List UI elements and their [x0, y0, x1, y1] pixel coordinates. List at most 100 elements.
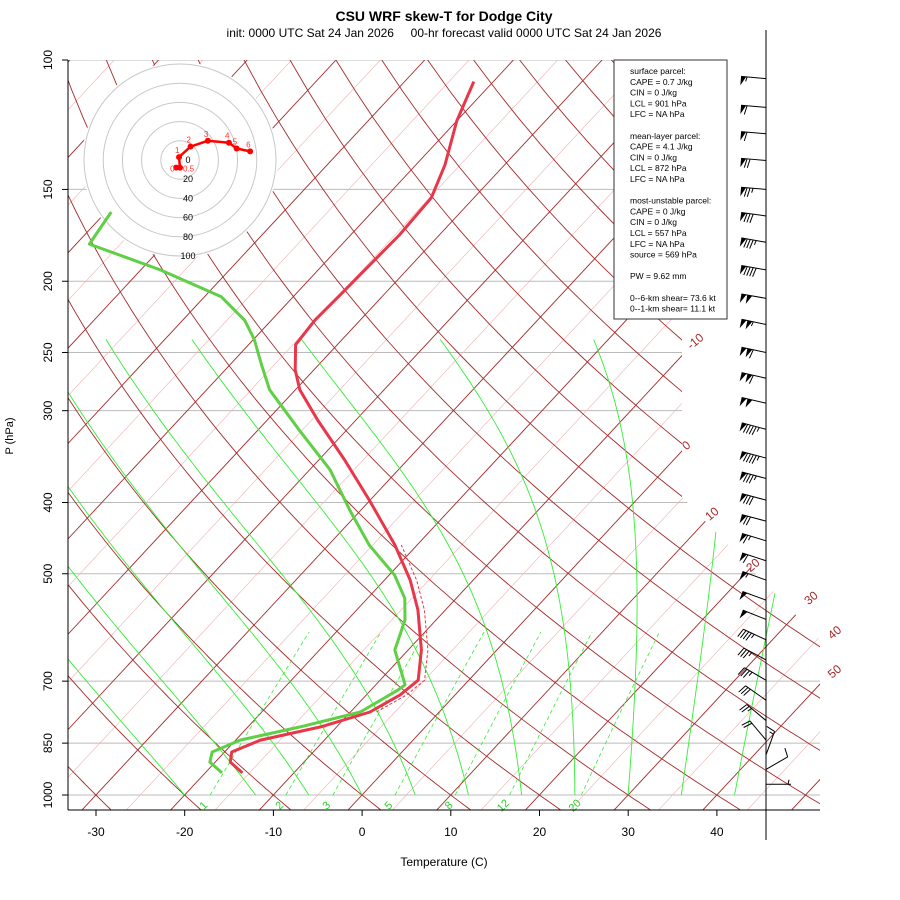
- moist-adiabat: [68, 339, 310, 796]
- dry-adiabat: [841, 60, 900, 811]
- barb-staff: [741, 493, 767, 501]
- info-line: LFC = NA hPa: [630, 239, 685, 249]
- barb-flag: [739, 265, 747, 275]
- barb-staff: [741, 237, 767, 243]
- info-line: LCL = 557 hPa: [630, 228, 687, 238]
- info-line: CAPE = 4.1 J/kg: [630, 142, 693, 152]
- mixing-ratio-line: [580, 631, 660, 796]
- wind-barb: [739, 318, 767, 330]
- moist-adiabat: [105, 339, 416, 796]
- hodograph-point: [204, 137, 211, 144]
- plot-grid: [68, 60, 900, 811]
- barb-full: [743, 266, 748, 276]
- info-line: PW = 9.62 mm: [630, 271, 686, 281]
- barb-staff: [741, 397, 767, 404]
- wind-barb: [739, 237, 767, 249]
- barb-half: [745, 573, 749, 578]
- info-line: LCL = 872 hPa: [630, 163, 687, 173]
- barb-full: [745, 474, 751, 483]
- barb-staff: [742, 591, 767, 601]
- dry-adiabat: [381, 60, 820, 810]
- hodograph-ring-label: 80: [183, 232, 193, 242]
- barb-full: [737, 647, 745, 656]
- wind-barb: [739, 704, 767, 721]
- barb-full: [748, 474, 754, 484]
- barb-full: [748, 496, 754, 506]
- barb-full: [742, 670, 750, 678]
- moist-adiabat: [191, 339, 469, 796]
- info-line: most-unstable parcel:: [630, 196, 711, 206]
- dry-adiabat: [68, 60, 562, 810]
- hodograph-ring: [102, 82, 258, 238]
- isotherm--40: [68, 60, 692, 810]
- mixing-ratio-line: [285, 631, 382, 796]
- barb-full: [740, 630, 747, 639]
- info-line: mean-layer parcel:: [630, 131, 700, 141]
- barb-flag: [739, 372, 747, 382]
- wind-barb: [739, 609, 767, 620]
- isotherm-minor: [68, 60, 470, 810]
- wind-barb: [740, 104, 767, 115]
- mixing-ratio-line: [509, 631, 593, 796]
- chart-subtitle: init: 0000 UTC Sat 24 Jan 2026 00-hr for…: [227, 26, 662, 40]
- y-tick-label: 400: [41, 492, 55, 512]
- wind-barb: [739, 533, 767, 544]
- wind-barb: [740, 131, 767, 142]
- barb-full: [740, 649, 747, 657]
- barb-half: [753, 475, 757, 481]
- barb-flag: [739, 451, 747, 461]
- barb-full: [743, 131, 748, 142]
- barb-full: [737, 667, 745, 675]
- barb-half: [756, 456, 760, 461]
- barb-staff: [742, 552, 767, 562]
- isotherm-label: 30: [801, 588, 820, 608]
- hodograph-point: [225, 139, 232, 146]
- wind-barb: [740, 157, 767, 169]
- wind-barb: [741, 720, 767, 741]
- wind-barb: [737, 647, 767, 661]
- x-tick-label: -20: [176, 825, 194, 839]
- hodograph-height-label: 4: [225, 132, 230, 141]
- barb-staff: [741, 131, 767, 135]
- wind-barb: [739, 372, 767, 384]
- info-line: CAPE = 0.7 J/kg: [630, 77, 693, 87]
- barb-full: [743, 688, 751, 696]
- hodograph-ring: [121, 101, 239, 219]
- barb-staff: [746, 704, 767, 721]
- barb-half: [769, 731, 774, 735]
- moist-adiabat: [439, 339, 576, 795]
- barb-full: [745, 424, 751, 434]
- barb-flag: [745, 320, 753, 330]
- hodograph-point: [187, 143, 194, 150]
- hodograph-ring-label: 40: [183, 193, 193, 203]
- barb-full: [743, 187, 748, 197]
- barb-staff: [741, 471, 767, 479]
- dry-adiabat: [243, 60, 820, 810]
- barb-staff: [741, 75, 767, 80]
- dry-adiabat: [335, 60, 820, 810]
- hodograph-height-label: 0.5: [183, 165, 195, 174]
- dry-adiabat: [151, 60, 820, 810]
- barb-full: [752, 267, 757, 277]
- barb-full: [739, 704, 748, 711]
- info-line: LFC = NA hPa: [630, 174, 685, 184]
- x-tick-label: -30: [87, 825, 105, 839]
- wind-barb: [765, 726, 776, 756]
- barb-full: [740, 668, 748, 677]
- isotherm-minor: [569, 60, 820, 810]
- info-box-frame: [613, 59, 728, 320]
- y-tick-label: 500: [41, 563, 55, 583]
- barb-full: [742, 631, 750, 640]
- barb-staff: [741, 211, 767, 217]
- barb-staff: [741, 451, 767, 459]
- barb-full: [742, 473, 749, 482]
- barb-full: [748, 454, 754, 464]
- barb-half: [787, 779, 790, 785]
- barb-full: [737, 628, 744, 637]
- barb-full: [766, 726, 775, 732]
- moist-adiabat: [680, 339, 726, 796]
- y-axis-label: P (hPa): [4, 417, 16, 454]
- barb-flag: [739, 571, 748, 580]
- wind-barb: [739, 346, 767, 359]
